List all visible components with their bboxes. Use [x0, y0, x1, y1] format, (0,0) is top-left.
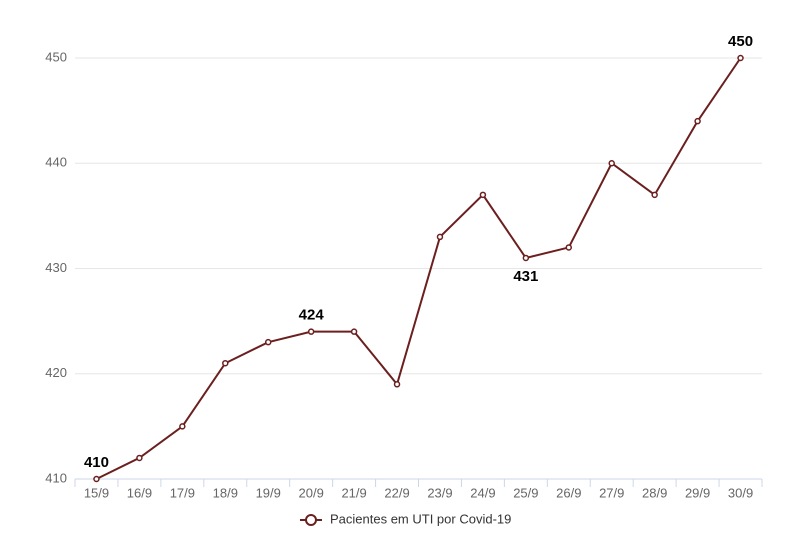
data-label: 450 — [728, 33, 753, 50]
point — [436, 233, 444, 241]
y-tick-label: 450 — [45, 49, 67, 64]
x-tick-label: 17/9 — [170, 485, 195, 500]
x-tick-label: 30/9 — [728, 485, 753, 500]
point — [179, 423, 186, 430]
point — [393, 381, 401, 388]
x-tick-label: 29/9 — [685, 485, 710, 500]
point — [264, 338, 272, 346]
y-tick-label: 440 — [45, 155, 67, 170]
point — [222, 359, 229, 367]
point — [651, 191, 658, 199]
point — [350, 328, 358, 335]
y-tick-label: 410 — [45, 470, 67, 485]
x-tick-label: 19/9 — [256, 485, 281, 500]
x-tick-label: 25/9 — [513, 485, 538, 500]
point — [136, 454, 143, 462]
x-tick-label: 24/9 — [470, 485, 495, 500]
x-tick-label: 15/9 — [84, 485, 109, 500]
point — [694, 117, 701, 125]
point — [565, 244, 573, 251]
point — [479, 191, 487, 199]
legend-label: Pacientes em UTI por Covid-19 — [330, 511, 511, 526]
legend-marker — [305, 514, 317, 526]
point — [608, 160, 615, 167]
point — [307, 328, 315, 335]
x-tick-label: 22/9 — [384, 485, 409, 500]
data-label: 410 — [84, 454, 109, 471]
x-tick-label: 16/9 — [127, 485, 152, 500]
data-label: 424 — [299, 307, 325, 324]
x-tick-label: 27/9 — [599, 485, 624, 500]
point — [93, 475, 100, 483]
x-tick-label: 21/9 — [341, 485, 366, 500]
point — [522, 254, 530, 262]
series-line — [96, 57, 742, 480]
y-tick-label: 430 — [45, 260, 67, 275]
y-tick-label: 420 — [45, 365, 67, 380]
x-tick-label: 20/9 — [299, 485, 324, 500]
x-tick-label: 26/9 — [556, 485, 581, 500]
x-tick-label: 28/9 — [642, 485, 667, 500]
data-label: 431 — [513, 268, 538, 285]
x-tick-label: 18/9 — [213, 485, 238, 500]
x-tick-label: 23/9 — [427, 485, 452, 500]
point — [737, 54, 744, 62]
